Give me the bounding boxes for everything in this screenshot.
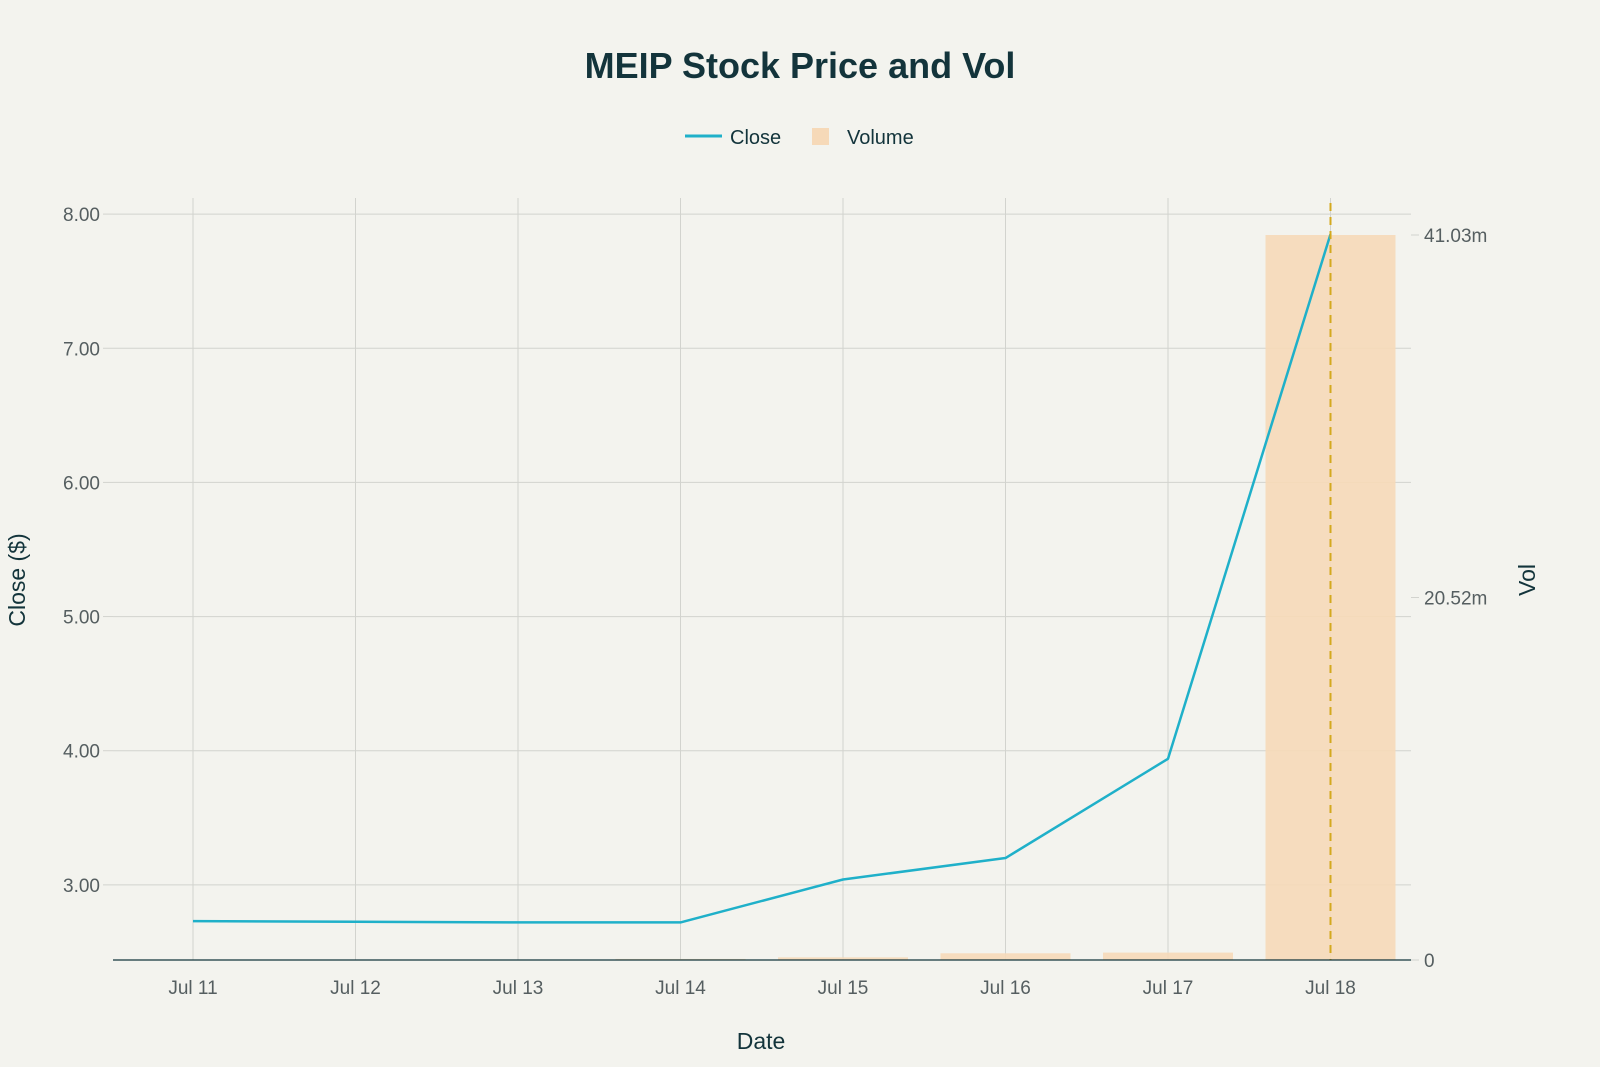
y-tick-label: 6.00 <box>63 473 100 494</box>
y2-axis-title: Vol <box>1514 564 1540 596</box>
x-tick-label: Jul 11 <box>168 978 217 999</box>
x-tick-label: Jul 14 <box>655 978 706 999</box>
x-tick-label: Jul 13 <box>493 978 544 999</box>
y-axis-title: Close ($) <box>4 533 30 626</box>
legend-volume-label: Volume <box>847 127 914 149</box>
grid <box>113 198 1411 960</box>
x-tick-label: Jul 12 <box>330 978 381 999</box>
y-tick-label: 5.00 <box>63 608 100 629</box>
x-tick-label: Jul 17 <box>1143 978 1194 999</box>
x-tick-label: Jul 15 <box>818 978 869 999</box>
volume-bar[interactable] <box>940 953 1071 960</box>
y-tick-label: 8.00 <box>63 205 100 226</box>
x-tick-label: Jul 18 <box>1305 978 1356 999</box>
volume-bar[interactable] <box>1103 952 1233 960</box>
y2-tick-label: 20.52m <box>1424 589 1487 610</box>
x-axis-title: Date <box>737 1028 786 1054</box>
y2-tick-label: 0 <box>1424 951 1435 972</box>
axes: 3.00 4.00 5.00 6.00 7.00 8.00 0 20.52m 41.03m Jul… <box>63 205 1487 999</box>
legend: Close Volume <box>685 127 914 149</box>
legend-item-close[interactable]: Close <box>685 127 781 149</box>
y-tick-label: 7.00 <box>63 339 100 360</box>
y-tick-label: 4.00 <box>63 742 100 763</box>
close-line-layer <box>192 233 1332 924</box>
y-tick-label: 3.00 <box>63 876 100 897</box>
legend-volume-swatch <box>812 128 829 145</box>
close-line[interactable] <box>192 233 1332 924</box>
chart-title: MEIP Stock Price and Vol <box>585 45 1016 86</box>
x-tick-label: Jul 16 <box>980 978 1031 999</box>
y2-tick-label: 41.03m <box>1424 226 1487 247</box>
volume-bar[interactable] <box>778 957 908 960</box>
legend-close-label: Close <box>730 127 781 149</box>
legend-item-volume[interactable]: Volume <box>812 127 914 149</box>
